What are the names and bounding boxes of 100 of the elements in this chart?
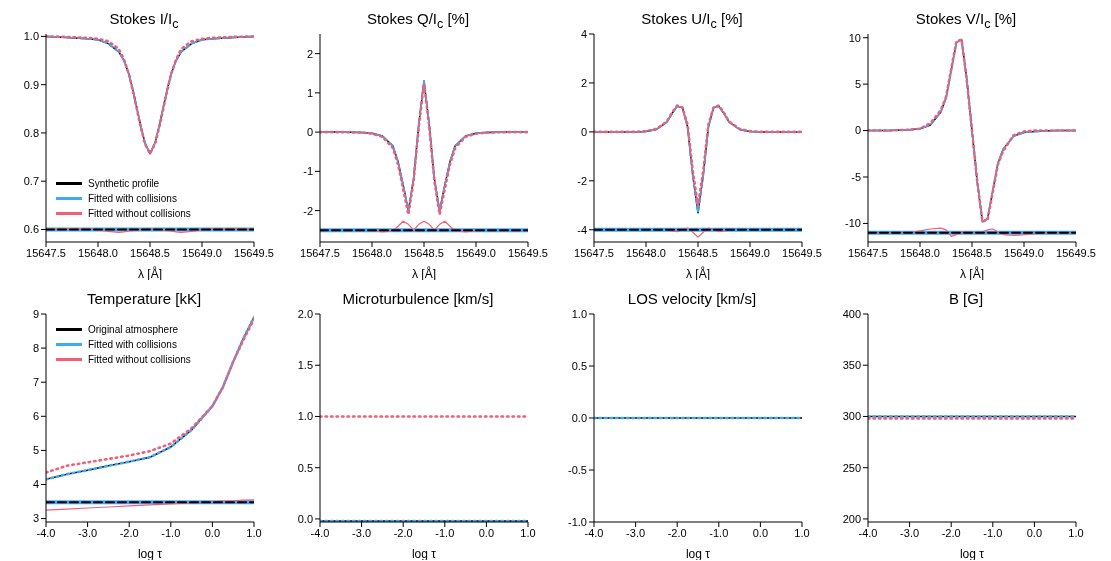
x-tick-label: 15648.0 bbox=[900, 246, 940, 259]
x-axis-title: log τ bbox=[411, 547, 437, 561]
x-tick-label: -1.0 bbox=[161, 526, 181, 539]
x-tick-label: 15648.5 bbox=[130, 246, 170, 259]
x-tick-label: -4.0 bbox=[36, 526, 56, 539]
y-tick-label: 2 bbox=[306, 47, 313, 60]
y-tick-label: 0.5 bbox=[297, 461, 313, 474]
x-tick-label: 0.0 bbox=[1026, 526, 1043, 539]
chart-title: B [G] bbox=[948, 290, 984, 307]
x-tick-label: -3.0 bbox=[352, 526, 372, 539]
x-tick-label: 15649.0 bbox=[730, 246, 770, 259]
x-tick-label: -4.0 bbox=[858, 526, 878, 539]
x-tick-label: 1.0 bbox=[246, 526, 262, 539]
x-tick-label: 1.0 bbox=[794, 526, 810, 539]
x-tick-label: -2.0 bbox=[941, 526, 961, 539]
y-tick-label: 0 bbox=[306, 126, 313, 139]
y-tick-label: 1.0 bbox=[23, 30, 39, 43]
x-axis-title: λ [Å] bbox=[411, 266, 437, 281]
legend-label: Fitted with collisions bbox=[88, 193, 177, 204]
x-tick-label: 15649.5 bbox=[508, 246, 548, 259]
y-tick-label: 4 bbox=[580, 27, 587, 40]
x-tick-label: 15649.0 bbox=[1004, 246, 1044, 259]
y-tick-label: 8 bbox=[32, 342, 39, 354]
chart-title: Stokes U/I$_{c}$ [%] bbox=[641, 10, 743, 31]
x-axis-title: log τ bbox=[137, 547, 163, 561]
x-tick-label: 15647.5 bbox=[848, 246, 888, 259]
x-tick-label: 1.0 bbox=[520, 526, 536, 539]
x-tick-label: -2.0 bbox=[667, 526, 687, 539]
y-tick-label: 9 bbox=[32, 307, 39, 320]
x-tick-label: -3.0 bbox=[900, 526, 920, 539]
y-tick-label: 6 bbox=[32, 410, 39, 423]
x-tick-label: 0.0 bbox=[478, 526, 495, 539]
x-axis-title: log τ bbox=[685, 547, 711, 561]
chart-title: Stokes V/I$_{c}$ [%] bbox=[914, 9, 1018, 31]
x-tick-label: -2.0 bbox=[119, 526, 139, 539]
y-tick-label: 0.7 bbox=[23, 175, 39, 188]
chart-title: Stokes Q/I$_{c}$ [%] bbox=[365, 9, 471, 31]
x-tick-label: 15648.0 bbox=[78, 246, 118, 259]
x-tick-label: 1.0 bbox=[1068, 526, 1084, 539]
y-tick-label: -10 bbox=[845, 217, 861, 230]
x-tick-label: 15649.0 bbox=[182, 246, 222, 259]
y-tick-label: -4 bbox=[577, 223, 587, 236]
y-tick-label: 3 bbox=[32, 512, 39, 525]
y-tick-label: -1.0 bbox=[568, 515, 587, 528]
y-tick-label: 250 bbox=[842, 461, 861, 474]
x-axis-title: λ [Å] bbox=[685, 266, 711, 281]
x-tick-label: -1.0 bbox=[435, 526, 455, 539]
y-tick-label: 0.8 bbox=[23, 126, 39, 139]
x-tick-label: -1.0 bbox=[983, 526, 1003, 539]
y-tick-label: 1.5 bbox=[297, 359, 313, 372]
x-tick-label: 15649.5 bbox=[782, 246, 822, 259]
x-axis-title: λ [Å] bbox=[959, 266, 985, 281]
chart-title: LOS velocity [km/s] bbox=[627, 290, 757, 307]
y-tick-label: -5 bbox=[851, 170, 861, 183]
x-tick-label: -4.0 bbox=[584, 526, 604, 539]
chart-title: Stokes I/I$_{c}$ bbox=[108, 9, 180, 31]
legend-label: Fitted without collisions bbox=[88, 208, 191, 219]
x-tick-label: 0.0 bbox=[752, 526, 769, 539]
x-tick-label: 15647.5 bbox=[26, 246, 66, 259]
x-tick-label: 15649.5 bbox=[234, 246, 274, 259]
chart-title: Microturbulence [km/s] bbox=[342, 290, 494, 307]
y-tick-label: -2 bbox=[577, 174, 587, 187]
y-tick-label: 0.0 bbox=[571, 411, 587, 424]
y-tick-label: 1.0 bbox=[297, 410, 313, 423]
x-tick-label: 15648.0 bbox=[626, 246, 666, 259]
x-tick-label: 15647.5 bbox=[300, 246, 340, 259]
legend-label: Fitted with collisions bbox=[88, 339, 177, 350]
x-tick-label: 0.0 bbox=[204, 526, 221, 539]
y-tick-label: 0.9 bbox=[23, 78, 39, 91]
y-tick-label: 7 bbox=[32, 376, 39, 389]
y-tick-label: 4 bbox=[32, 478, 39, 491]
x-tick-label: 15648.5 bbox=[678, 246, 718, 259]
legend-label: Synthetic profile bbox=[88, 178, 160, 189]
y-tick-label: 10 bbox=[848, 31, 861, 44]
y-tick-label: 0.5 bbox=[571, 359, 587, 372]
y-tick-label: 5 bbox=[32, 444, 39, 457]
y-tick-label: 400 bbox=[842, 307, 861, 320]
y-tick-label: 2.0 bbox=[297, 307, 313, 320]
y-tick-label: 5 bbox=[854, 78, 861, 91]
x-tick-label: 15647.5 bbox=[574, 246, 614, 259]
x-tick-label: 15649.0 bbox=[456, 246, 496, 259]
y-tick-label: 0 bbox=[854, 124, 861, 137]
legend-label: Fitted without collisions bbox=[88, 354, 191, 365]
y-tick-label: 350 bbox=[842, 359, 861, 372]
y-tick-label: -1 bbox=[303, 165, 313, 178]
x-tick-label: 15648.5 bbox=[404, 246, 444, 259]
y-tick-label: -2 bbox=[303, 204, 313, 217]
x-tick-label: 15648.0 bbox=[352, 246, 392, 259]
y-tick-label: 200 bbox=[842, 512, 861, 525]
y-tick-label: -0.5 bbox=[568, 463, 587, 476]
x-axis-title: λ [Å] bbox=[137, 266, 163, 281]
y-tick-label: 2 bbox=[580, 76, 587, 89]
x-tick-label: -1.0 bbox=[709, 526, 729, 539]
y-tick-label: 0.0 bbox=[297, 512, 313, 525]
x-tick-label: -4.0 bbox=[310, 526, 330, 539]
y-tick-label: 0 bbox=[580, 125, 587, 138]
x-tick-label: -3.0 bbox=[78, 526, 98, 539]
y-tick-label: 1 bbox=[306, 86, 313, 99]
y-tick-label: 0.6 bbox=[23, 223, 39, 236]
x-tick-label: 15648.5 bbox=[952, 246, 992, 259]
